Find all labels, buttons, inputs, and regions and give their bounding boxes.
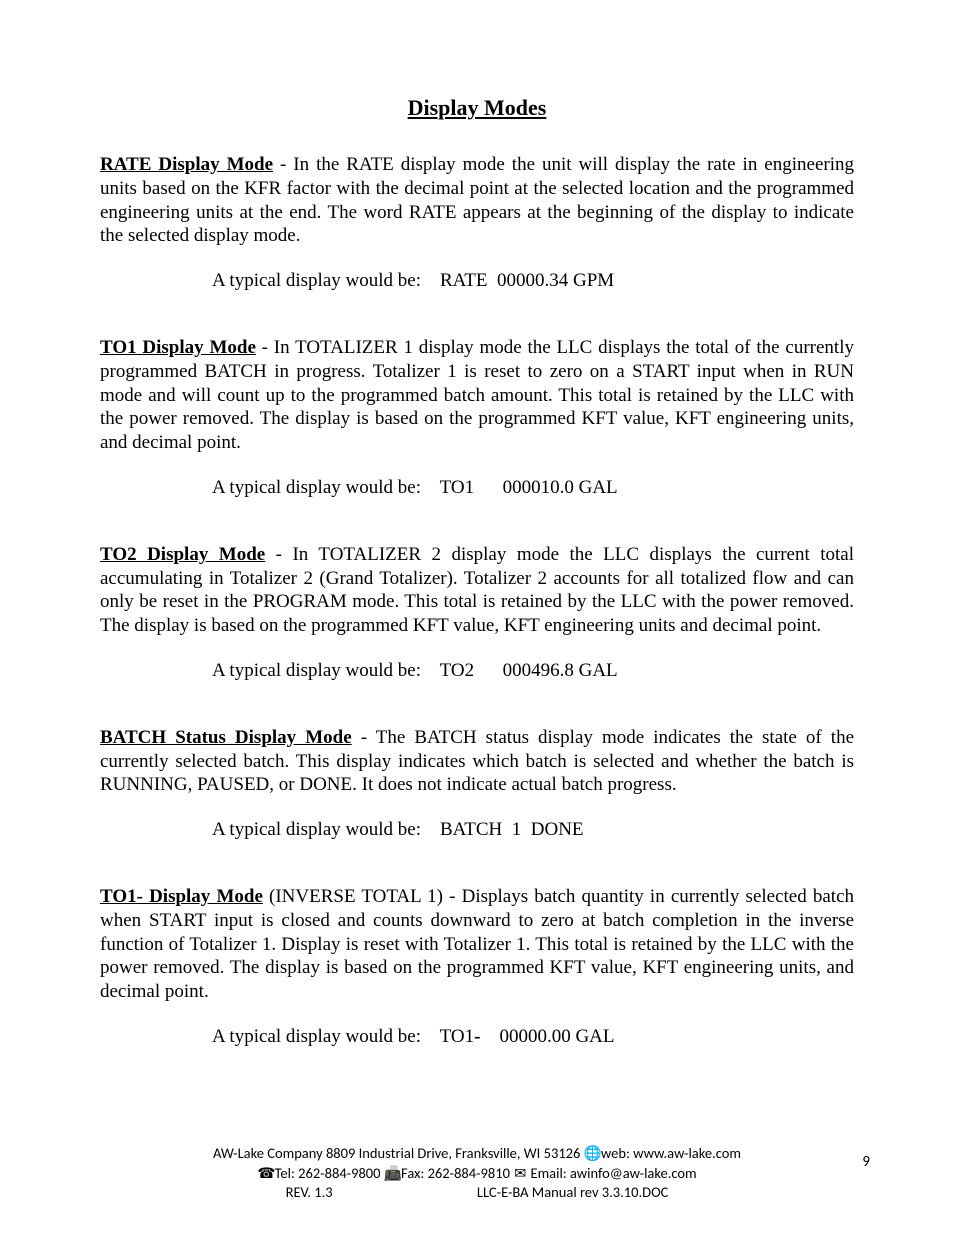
footer-email: Email: awinfo@aw-lake.com — [527, 1164, 696, 1182]
section-heading: TO1 Display Mode — [100, 337, 256, 358]
footer-web: web: www.aw-lake.com — [598, 1144, 741, 1162]
phone-icon: ☎ — [257, 1164, 271, 1184]
section-heading: TO2 Display Mode — [100, 544, 265, 565]
footer-rev-right: LLC-E-BA Manual rev 3.3.10.DOC — [477, 1183, 669, 1201]
example-suffix: 00000.00 GAL — [480, 1026, 614, 1047]
example-rate: A typical display would be: RATE 00000.3… — [212, 270, 854, 292]
footer-tel: Tel: 262-884-9800 — [271, 1164, 383, 1182]
section-to1: TO1 Display Mode - In TOTALIZER 1 displa… — [100, 336, 854, 455]
section-heading: BATCH Status Display Mode — [100, 727, 352, 748]
footer-rev-left: REV. 1.3 — [286, 1183, 333, 1201]
footer-line-3: REV. 1.3 LLC-E-BA Manual rev 3.3.10.DOC — [0, 1183, 954, 1203]
page-footer: AW-Lake Company 8809 Industrial Drive, F… — [0, 1144, 954, 1203]
example-to1-inverse: A typical display would be: TO1- 00000.0… — [212, 1026, 854, 1048]
document-page: Display Modes RATE Display Mode - In the… — [0, 0, 954, 1235]
example-to2: A typical display would be: TO2 000496.8… — [212, 660, 854, 682]
fax-icon: 📠 — [384, 1164, 398, 1184]
section-batch: BATCH Status Display Mode - The BATCH st… — [100, 726, 854, 797]
footer-fax: Fax: 262-884-9810 — [398, 1164, 513, 1182]
globe-icon: 🌐 — [584, 1144, 598, 1164]
example-batch: A typical display would be: BATCH 1 DONE — [212, 819, 854, 841]
footer-line-2: ☎ Tel: 262-884-9800 📠 Fax: 262-884-9810 … — [0, 1164, 954, 1184]
section-heading: RATE Display Mode — [100, 154, 273, 175]
section-to1-inverse: TO1- Display Mode (INVERSE TOTAL 1) - Di… — [100, 885, 854, 1004]
section-to2: TO2 Display Mode - In TOTALIZER 2 displa… — [100, 543, 854, 638]
footer-company: AW-Lake Company 8809 Industrial Drive, F… — [213, 1144, 580, 1162]
section-heading: TO1- Display Mode — [100, 886, 263, 907]
example-prefix: A typical display would be: TO1 — [212, 1026, 474, 1047]
footer-line-1: AW-Lake Company 8809 Industrial Drive, F… — [0, 1144, 954, 1164]
page-title: Display Modes — [100, 95, 854, 121]
email-icon: ✉ — [513, 1164, 527, 1184]
example-to1: A typical display would be: TO1 000010.0… — [212, 477, 854, 499]
section-rate: RATE Display Mode - In the RATE display … — [100, 153, 854, 248]
